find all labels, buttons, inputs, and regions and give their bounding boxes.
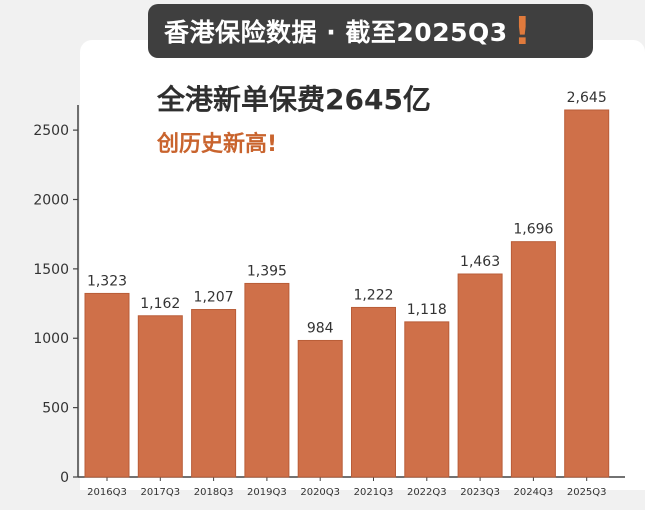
x-tick-label: 2023Q3 xyxy=(460,487,500,498)
exclamation-icon: ! xyxy=(513,9,531,53)
banner-title: 香港保险数据 · 截至2025Q3 xyxy=(164,18,508,47)
y-axis: 0 500 1000 1500 2000 2500 xyxy=(33,105,79,486)
x-tick-label: 2017Q3 xyxy=(140,487,180,498)
y-tick-label: 2000 xyxy=(33,192,69,208)
title-banner: 香港保险数据 · 截至2025Q3 ! xyxy=(148,4,593,58)
bar-value-label: 1,463 xyxy=(460,254,500,270)
bar-2022Q3 xyxy=(404,321,450,478)
x-tick-label: 2019Q3 xyxy=(247,487,287,498)
bar-2016Q3 xyxy=(84,292,130,478)
bar-2024Q3 xyxy=(510,241,556,478)
bars: 1,323 1,162 1,207 1,395 984 1,222 1,118 1,463 1,… xyxy=(84,90,610,478)
bar-2017Q3 xyxy=(137,315,183,478)
x-tick-label: 2020Q3 xyxy=(300,487,340,498)
x-tick-label: 2021Q3 xyxy=(354,487,394,498)
y-tick-label: 1500 xyxy=(33,262,69,278)
x-tick-label: 2022Q3 xyxy=(407,487,447,498)
bar-2019Q3 xyxy=(244,282,290,478)
y-tick-label: 0 xyxy=(60,470,69,486)
bar-value-label: 1,162 xyxy=(140,296,180,312)
bar-2018Q3 xyxy=(191,309,237,478)
chart-subhead: 创历史新高! xyxy=(157,132,278,157)
bar-2020Q3 xyxy=(297,339,343,478)
y-tick-label: 500 xyxy=(42,401,69,417)
chart-headline: 全港新单保费2645亿 xyxy=(157,83,431,116)
bar-value-label: 1,222 xyxy=(353,287,393,303)
bar-value-label: 984 xyxy=(307,320,334,336)
x-axis: 2016Q3 2017Q3 2018Q3 2019Q3 2020Q3 2021Q3 2022… xyxy=(78,476,625,498)
y-tick-label: 2500 xyxy=(33,123,69,139)
y-tick-label: 1000 xyxy=(33,331,69,347)
bar-value-label: 1,395 xyxy=(247,263,287,279)
bar-value-label: 1,118 xyxy=(407,302,447,318)
bar-2023Q3 xyxy=(457,273,503,478)
x-tick-label: 2016Q3 xyxy=(87,487,127,498)
bar-2025Q3 xyxy=(564,109,610,478)
bar-value-label: 1,323 xyxy=(87,273,127,289)
x-tick-label: 2018Q3 xyxy=(194,487,234,498)
bar-2021Q3 xyxy=(351,306,396,478)
x-tick-label: 2024Q3 xyxy=(514,487,554,498)
bar-value-label: 1,207 xyxy=(194,290,234,306)
bar-value-label: 1,696 xyxy=(513,222,553,238)
x-tick-label: 2025Q3 xyxy=(567,487,607,498)
bar-value-label: 2,645 xyxy=(567,90,607,106)
